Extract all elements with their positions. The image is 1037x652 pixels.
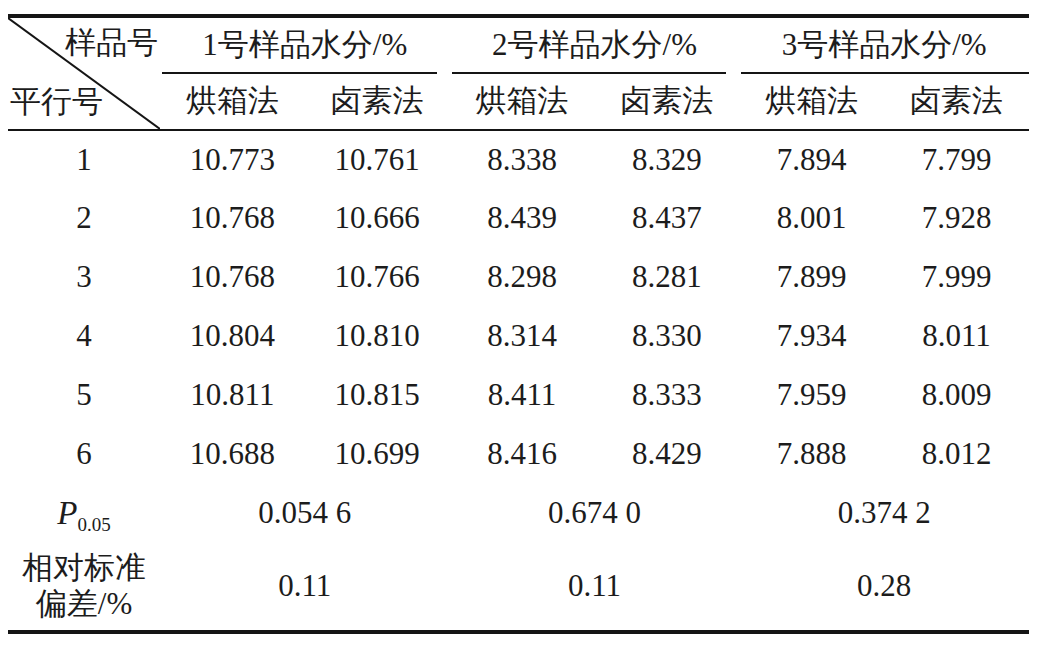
group-header-sample2: 2号样品水分/% [450, 16, 740, 73]
rsd-value-cell: 0.11 [160, 542, 450, 632]
data-cell: 7.894 [739, 130, 884, 189]
rsd-label-line1: 相对标准 [8, 550, 160, 586]
row-label: 2 [8, 189, 160, 248]
moisture-comparison-table: 样品号 平行号 1号样品水分/% 2号样品水分/% 3号样品水分/% 烘箱法 卤… [8, 14, 1029, 634]
method-header-row: 烘箱法 卤素法 烘箱法 卤素法 烘箱法 卤素法 [8, 73, 1029, 130]
method-header-halogen-2: 卤素法 [594, 73, 739, 130]
corner-label-sample-no: 样品号 [65, 26, 158, 60]
row-label: 4 [8, 307, 160, 366]
method-header-halogen-3: 卤素法 [884, 73, 1029, 130]
group-header-sample1: 1号样品水分/% [160, 16, 450, 73]
corner-label-parallel-no: 平行号 [10, 85, 103, 119]
data-cell: 10.811 [160, 366, 305, 425]
p-value-label: P0.05 [8, 484, 160, 542]
data-cell: 10.688 [160, 425, 305, 484]
rsd-row: 相对标准 偏差/% 0.11 0.11 0.28 [8, 542, 1029, 632]
data-cell: 10.768 [160, 189, 305, 248]
data-cell: 8.439 [450, 189, 595, 248]
data-cell: 10.773 [160, 130, 305, 189]
method-header-oven-1: 烘箱法 [160, 73, 305, 130]
data-cell: 7.999 [884, 248, 1029, 307]
corner-header-cell: 样品号 平行号 [8, 16, 160, 130]
data-cell: 10.699 [305, 425, 450, 484]
p-symbol: P [57, 495, 77, 531]
p-subscript: 0.05 [77, 514, 110, 535]
data-cell: 10.804 [160, 307, 305, 366]
data-cell: 8.298 [450, 248, 595, 307]
table-row: 6 10.688 10.699 8.416 8.429 7.888 8.012 [8, 425, 1029, 484]
table-row: 5 10.811 10.815 8.411 8.333 7.959 8.009 [8, 366, 1029, 425]
row-label: 1 [8, 130, 160, 189]
p-value-row: P0.05 0.054 6 0.674 0 0.374 2 [8, 484, 1029, 542]
rsd-value-cell: 0.11 [450, 542, 740, 632]
p-value-cell: 0.674 0 [450, 484, 740, 542]
data-cell: 8.001 [739, 189, 884, 248]
row-label: 6 [8, 425, 160, 484]
data-cell: 8.011 [884, 307, 1029, 366]
data-cell: 8.009 [884, 366, 1029, 425]
data-cell: 8.281 [594, 248, 739, 307]
table-row: 2 10.768 10.666 8.439 8.437 8.001 7.928 [8, 189, 1029, 248]
data-cell: 8.330 [594, 307, 739, 366]
data-cell: 8.437 [594, 189, 739, 248]
data-cell: 8.314 [450, 307, 595, 366]
data-cell: 10.766 [305, 248, 450, 307]
data-cell: 7.899 [739, 248, 884, 307]
table-row: 3 10.768 10.766 8.298 8.281 7.899 7.999 [8, 248, 1029, 307]
paper-table-page: 样品号 平行号 1号样品水分/% 2号样品水分/% 3号样品水分/% 烘箱法 卤… [0, 0, 1037, 634]
p-value-cell: 0.054 6 [160, 484, 450, 542]
method-header-oven-3: 烘箱法 [739, 73, 884, 130]
data-cell: 8.416 [450, 425, 595, 484]
data-cell: 10.761 [305, 130, 450, 189]
data-cell: 10.815 [305, 366, 450, 425]
data-cell: 7.799 [884, 130, 1029, 189]
data-cell: 8.012 [884, 425, 1029, 484]
data-cell: 8.411 [450, 366, 595, 425]
data-cell: 8.429 [594, 425, 739, 484]
method-header-halogen-1: 卤素法 [305, 73, 450, 130]
table-body: 1 10.773 10.761 8.338 8.329 7.894 7.799 … [8, 130, 1029, 632]
table-row: 4 10.804 10.810 8.314 8.330 7.934 8.011 [8, 307, 1029, 366]
data-cell: 8.333 [594, 366, 739, 425]
data-cell: 8.329 [594, 130, 739, 189]
p-value-cell: 0.374 2 [739, 484, 1029, 542]
group-header-sample3: 3号样品水分/% [739, 16, 1029, 73]
table-row: 1 10.773 10.761 8.338 8.329 7.894 7.799 [8, 130, 1029, 189]
data-cell: 7.888 [739, 425, 884, 484]
row-label: 3 [8, 248, 160, 307]
rsd-label: 相对标准 偏差/% [8, 542, 160, 632]
data-cell: 7.934 [739, 307, 884, 366]
data-cell: 7.959 [739, 366, 884, 425]
data-cell: 10.666 [305, 189, 450, 248]
row-label: 5 [8, 366, 160, 425]
group-header-row: 样品号 平行号 1号样品水分/% 2号样品水分/% 3号样品水分/% [8, 16, 1029, 73]
data-cell: 8.338 [450, 130, 595, 189]
rsd-label-line2: 偏差/% [8, 586, 160, 622]
data-cell: 7.928 [884, 189, 1029, 248]
data-cell: 10.768 [160, 248, 305, 307]
data-cell: 10.810 [305, 307, 450, 366]
table-header: 样品号 平行号 1号样品水分/% 2号样品水分/% 3号样品水分/% 烘箱法 卤… [8, 16, 1029, 130]
method-header-oven-2: 烘箱法 [450, 73, 595, 130]
rsd-value-cell: 0.28 [739, 542, 1029, 632]
